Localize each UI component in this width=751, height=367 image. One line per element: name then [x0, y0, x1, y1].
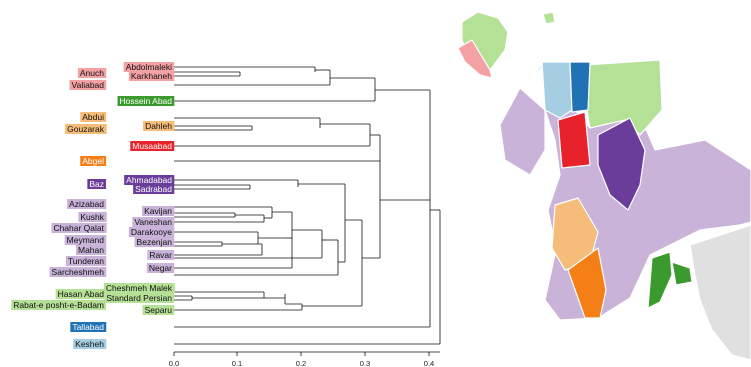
map-region-orange: [567, 247, 607, 319]
leaf-label: Gouzarak: [67, 124, 105, 134]
leaf-label-box: [132, 217, 175, 227]
leaf-label: Standard Persian: [106, 293, 172, 303]
leaf-label-box: [143, 121, 175, 131]
leaf-label-box: [123, 62, 175, 72]
leaf-label-box: [134, 237, 175, 247]
leaf-label-box: [73, 339, 107, 349]
map-region-blue-light: [541, 61, 573, 119]
map-region-red: [557, 111, 591, 169]
leaf-label: Tallabad: [72, 322, 104, 332]
leaf-label-box: [77, 68, 107, 78]
leaf-label: Anuch: [80, 68, 104, 78]
leaf-label-box: [11, 300, 106, 310]
leaf-label: Chahar Qalat: [53, 223, 104, 233]
leaf-label: Kushk: [80, 212, 104, 222]
x-tick-label: 0.2: [296, 359, 306, 367]
leaf-label-box: [80, 112, 107, 122]
map-region-green-dark-2: [671, 261, 693, 286]
leaf-label: Hossein Abad: [120, 96, 173, 106]
leaf-label-box: [133, 184, 175, 194]
leaf-label: Abgel: [82, 156, 104, 166]
leaf-label: Sadrabad: [135, 184, 172, 194]
leaf-label: Karkhaneh: [131, 71, 172, 81]
leaf-label: Kesheh: [75, 339, 104, 349]
side-labels: Anuch Valiabad Abdui Gouzarak Abgel Baz Azizab…: [11, 68, 107, 349]
leaf-label-box: [87, 179, 106, 189]
x-tick-label: 0.1: [232, 359, 242, 367]
leaf-label: Hasan Abad: [58, 289, 105, 299]
leaf-label: Ravar: [149, 250, 172, 260]
leaf-label-box: [69, 80, 107, 90]
map-region-purple-light-west: [499, 87, 546, 176]
leaf-label: Baz: [89, 179, 104, 189]
leaf-label-box: [80, 156, 107, 166]
leaf-label: Rabat-e posht-e-Badam: [13, 300, 104, 310]
x-axis: 0.0 0.1 0.2 0.3 0.4: [169, 351, 440, 367]
leaf-label: Valiabad: [72, 80, 105, 90]
leaf-label-box: [55, 289, 107, 299]
leaf-label: Tunderan: [68, 256, 104, 266]
leaf-label-box: [70, 322, 107, 332]
leaf-label-box: [104, 293, 175, 303]
leaf-label-box: [67, 199, 107, 209]
leaf-label: Abdolmaleki: [126, 62, 172, 72]
leaf-label-box: [103, 283, 175, 293]
leaf-label-box: [51, 223, 107, 233]
leaf-label-box: [128, 227, 175, 237]
region-map: [457, 11, 751, 361]
leaf-label-box: [64, 235, 107, 245]
map-region-green-dark-1: [647, 251, 673, 309]
leaf-label-box: [65, 256, 107, 266]
leaf-label: Negar: [149, 263, 172, 273]
leaf-label-box: [142, 305, 175, 315]
map-islet: [542, 11, 556, 25]
leaf-label-box: [124, 175, 175, 185]
map-region-blue: [569, 61, 591, 113]
leaf-label-box: [49, 267, 107, 277]
leaf-label: Musaabad: [132, 141, 172, 151]
leaf-label: Dahleh: [145, 121, 172, 131]
leaf-label-box: [142, 206, 175, 216]
leaf-label: Meymand: [67, 235, 105, 245]
leaf-label: Darakooye: [131, 227, 172, 237]
map-region-purple-dark: [597, 117, 646, 211]
map-region-grey: [689, 224, 751, 361]
leaf-label: Mahan: [78, 245, 104, 255]
x-tick-label: 0.4: [424, 359, 434, 367]
leaf-label: Vaneshan: [134, 217, 172, 227]
leaf-label: Sarcheshmeh: [52, 267, 105, 277]
leaf-label-box: [65, 124, 107, 134]
leaf-label-box: [147, 250, 175, 260]
leaf-label-box: [76, 245, 107, 255]
dendrogram-lines: [174, 66, 441, 345]
leaf-label: Azizabad: [69, 199, 104, 209]
leaf-label-box: [117, 96, 175, 106]
map-island-pink: [457, 39, 493, 79]
leaf-label: Abdui: [82, 112, 104, 122]
leaf-label: Bezenjan: [137, 237, 173, 247]
leaf-label: Kavijan: [144, 206, 172, 216]
x-tick-label: 0.3: [360, 359, 370, 367]
leaf-label: Cheshmeh Malek: [106, 283, 173, 293]
leaf-label-box: [128, 71, 175, 81]
leaf-label-box: [130, 141, 175, 151]
leaf-label-box: [146, 263, 175, 273]
x-tick-label: 0.0: [169, 359, 179, 367]
leaf-label-box: [78, 212, 107, 222]
leaf-label: Ahmadabad: [126, 175, 172, 185]
leaf-label: Separu: [145, 305, 173, 315]
